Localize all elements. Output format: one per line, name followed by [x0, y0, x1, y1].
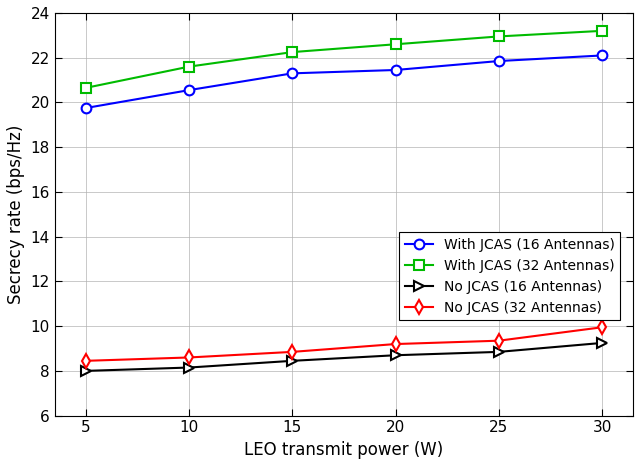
No JCAS (32 Antennas)	[598, 324, 606, 330]
No JCAS (16 Antennas)	[289, 358, 296, 363]
No JCAS (16 Antennas)	[185, 365, 193, 370]
With JCAS (32 Antennas)	[392, 41, 399, 47]
No JCAS (16 Antennas)	[392, 352, 399, 358]
With JCAS (32 Antennas)	[598, 28, 606, 34]
With JCAS (32 Antennas)	[495, 34, 502, 39]
Line: No JCAS (16 Antennas): No JCAS (16 Antennas)	[81, 338, 607, 376]
No JCAS (32 Antennas)	[495, 338, 502, 343]
No JCAS (32 Antennas)	[289, 349, 296, 355]
With JCAS (16 Antennas)	[82, 105, 90, 111]
Legend: With JCAS (16 Antennas), With JCAS (32 Antennas), No JCAS (16 Antennas), No JCAS: With JCAS (16 Antennas), With JCAS (32 A…	[399, 232, 620, 320]
No JCAS (32 Antennas)	[82, 358, 90, 363]
Line: With JCAS (16 Antennas): With JCAS (16 Antennas)	[81, 51, 607, 113]
With JCAS (16 Antennas)	[392, 67, 399, 73]
With JCAS (32 Antennas)	[185, 64, 193, 69]
Y-axis label: Secrecy rate (bps/Hz): Secrecy rate (bps/Hz)	[7, 124, 25, 304]
No JCAS (16 Antennas)	[598, 340, 606, 346]
Line: With JCAS (32 Antennas): With JCAS (32 Antennas)	[81, 26, 607, 93]
No JCAS (32 Antennas)	[392, 341, 399, 347]
X-axis label: LEO transmit power (W): LEO transmit power (W)	[244, 441, 444, 459]
No JCAS (16 Antennas)	[495, 349, 502, 355]
With JCAS (16 Antennas)	[495, 58, 502, 64]
With JCAS (16 Antennas)	[598, 53, 606, 58]
Line: No JCAS (32 Antennas): No JCAS (32 Antennas)	[81, 322, 607, 366]
No JCAS (16 Antennas)	[82, 368, 90, 374]
With JCAS (16 Antennas)	[185, 87, 193, 93]
With JCAS (32 Antennas)	[289, 49, 296, 55]
No JCAS (32 Antennas)	[185, 355, 193, 360]
With JCAS (32 Antennas)	[82, 85, 90, 91]
With JCAS (16 Antennas)	[289, 70, 296, 76]
